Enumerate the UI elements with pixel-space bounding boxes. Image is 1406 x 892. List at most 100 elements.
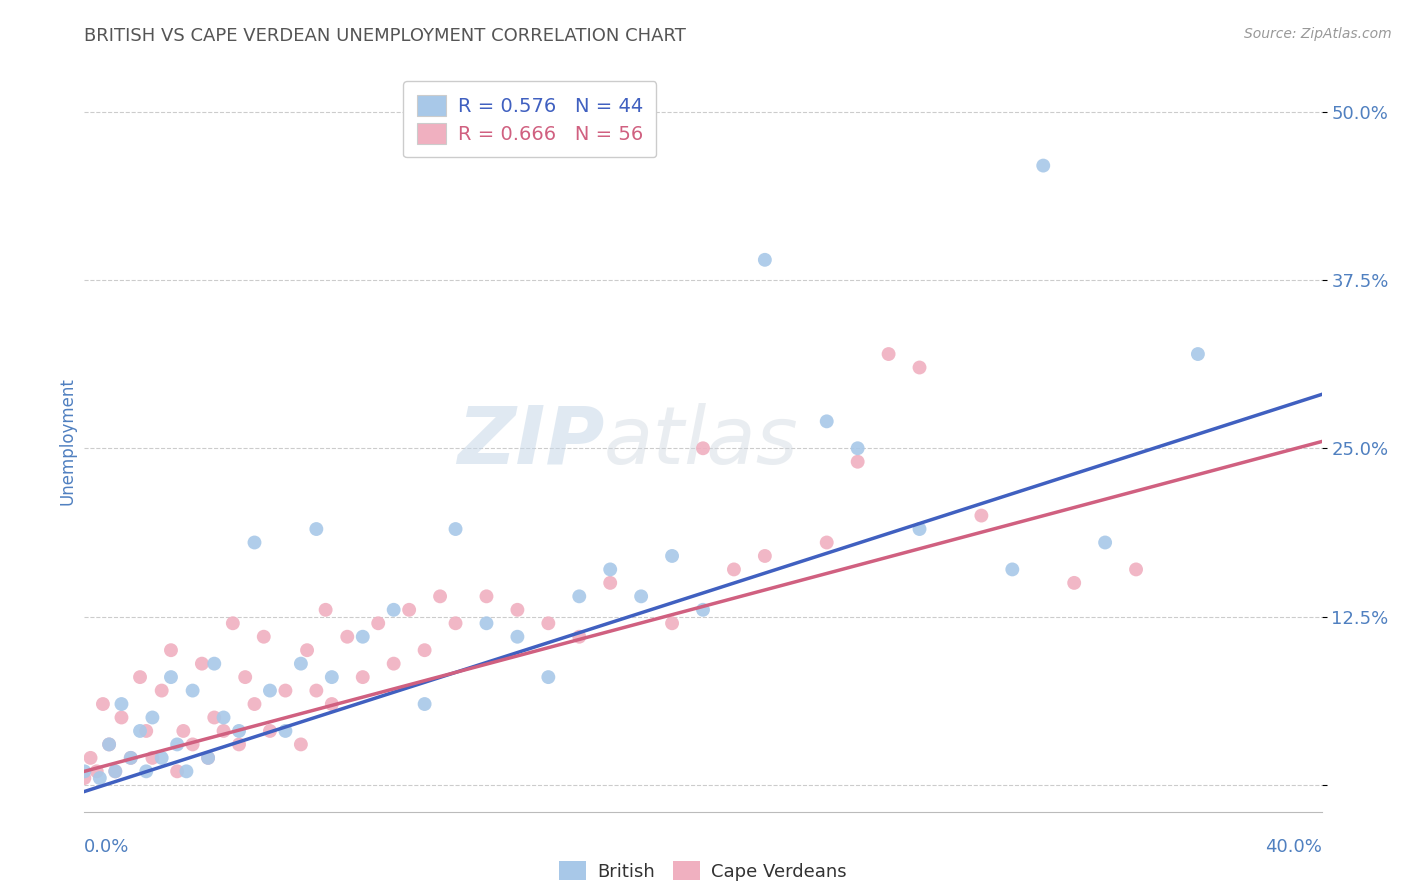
- Text: atlas: atlas: [605, 402, 799, 481]
- Point: [877, 347, 900, 361]
- Point: [295, 643, 318, 657]
- Point: [305, 522, 328, 536]
- Point: [150, 751, 173, 765]
- Point: [228, 738, 250, 752]
- Point: [181, 683, 204, 698]
- Point: [846, 455, 869, 469]
- Point: [290, 738, 312, 752]
- Point: [212, 723, 235, 738]
- Point: [413, 697, 436, 711]
- Point: [176, 764, 198, 779]
- Point: [1001, 562, 1024, 576]
- Point: [259, 723, 281, 738]
- Point: [222, 616, 245, 631]
- Point: [104, 764, 127, 779]
- Point: [135, 764, 157, 779]
- Legend: British, Cape Verdeans: British, Cape Verdeans: [553, 854, 853, 888]
- Point: [160, 670, 183, 684]
- Point: [141, 751, 163, 765]
- Point: [537, 616, 560, 631]
- Point: [141, 710, 163, 724]
- Point: [166, 738, 188, 752]
- Point: [129, 670, 152, 684]
- Point: [444, 616, 467, 631]
- Point: [259, 683, 281, 698]
- Point: [382, 657, 405, 671]
- Point: [120, 751, 142, 765]
- Point: [475, 616, 498, 631]
- Point: [110, 697, 132, 711]
- Point: [233, 670, 256, 684]
- Point: [475, 590, 498, 604]
- Point: [352, 630, 374, 644]
- Point: [568, 630, 591, 644]
- Point: [754, 549, 776, 563]
- Point: [1032, 159, 1054, 173]
- Point: [73, 764, 96, 779]
- Point: [908, 360, 931, 375]
- Point: [274, 723, 297, 738]
- Point: [599, 562, 621, 576]
- Point: [444, 522, 467, 536]
- Point: [321, 697, 343, 711]
- Point: [181, 738, 204, 752]
- Point: [321, 670, 343, 684]
- Point: [723, 562, 745, 576]
- Point: [970, 508, 993, 523]
- Point: [290, 657, 312, 671]
- Text: BRITISH VS CAPE VERDEAN UNEMPLOYMENT CORRELATION CHART: BRITISH VS CAPE VERDEAN UNEMPLOYMENT COR…: [84, 27, 686, 45]
- Point: [367, 616, 389, 631]
- Point: [120, 751, 142, 765]
- Point: [754, 252, 776, 267]
- Point: [815, 535, 838, 549]
- Point: [86, 764, 108, 779]
- Point: [1063, 575, 1085, 590]
- Point: [305, 683, 328, 698]
- Text: Source: ZipAtlas.com: Source: ZipAtlas.com: [1244, 27, 1392, 41]
- Point: [352, 670, 374, 684]
- Point: [197, 751, 219, 765]
- Point: [315, 603, 337, 617]
- Point: [197, 751, 219, 765]
- Point: [846, 442, 869, 456]
- Point: [79, 751, 101, 765]
- Text: ZIP: ZIP: [457, 402, 605, 481]
- Point: [1125, 562, 1147, 576]
- Point: [98, 738, 121, 752]
- Point: [253, 630, 276, 644]
- Point: [166, 764, 188, 779]
- Point: [110, 710, 132, 724]
- Point: [150, 683, 173, 698]
- Point: [382, 603, 405, 617]
- Point: [599, 575, 621, 590]
- Point: [160, 643, 183, 657]
- Point: [336, 630, 359, 644]
- Point: [429, 590, 451, 604]
- Point: [129, 723, 152, 738]
- Text: 40.0%: 40.0%: [1265, 838, 1322, 856]
- Point: [692, 442, 714, 456]
- Point: [413, 643, 436, 657]
- Point: [191, 657, 214, 671]
- Point: [73, 771, 96, 785]
- Point: [202, 710, 225, 724]
- Point: [212, 710, 235, 724]
- Point: [135, 723, 157, 738]
- Point: [243, 535, 266, 549]
- Point: [506, 603, 529, 617]
- Point: [537, 670, 560, 684]
- Point: [815, 414, 838, 428]
- Point: [630, 590, 652, 604]
- Point: [908, 522, 931, 536]
- Point: [398, 603, 420, 617]
- Y-axis label: Unemployment: Unemployment: [58, 377, 76, 506]
- Point: [568, 590, 591, 604]
- Point: [89, 771, 111, 785]
- Point: [661, 616, 683, 631]
- Text: 0.0%: 0.0%: [84, 838, 129, 856]
- Point: [202, 657, 225, 671]
- Point: [692, 603, 714, 617]
- Point: [274, 683, 297, 698]
- Point: [172, 723, 194, 738]
- Point: [228, 723, 250, 738]
